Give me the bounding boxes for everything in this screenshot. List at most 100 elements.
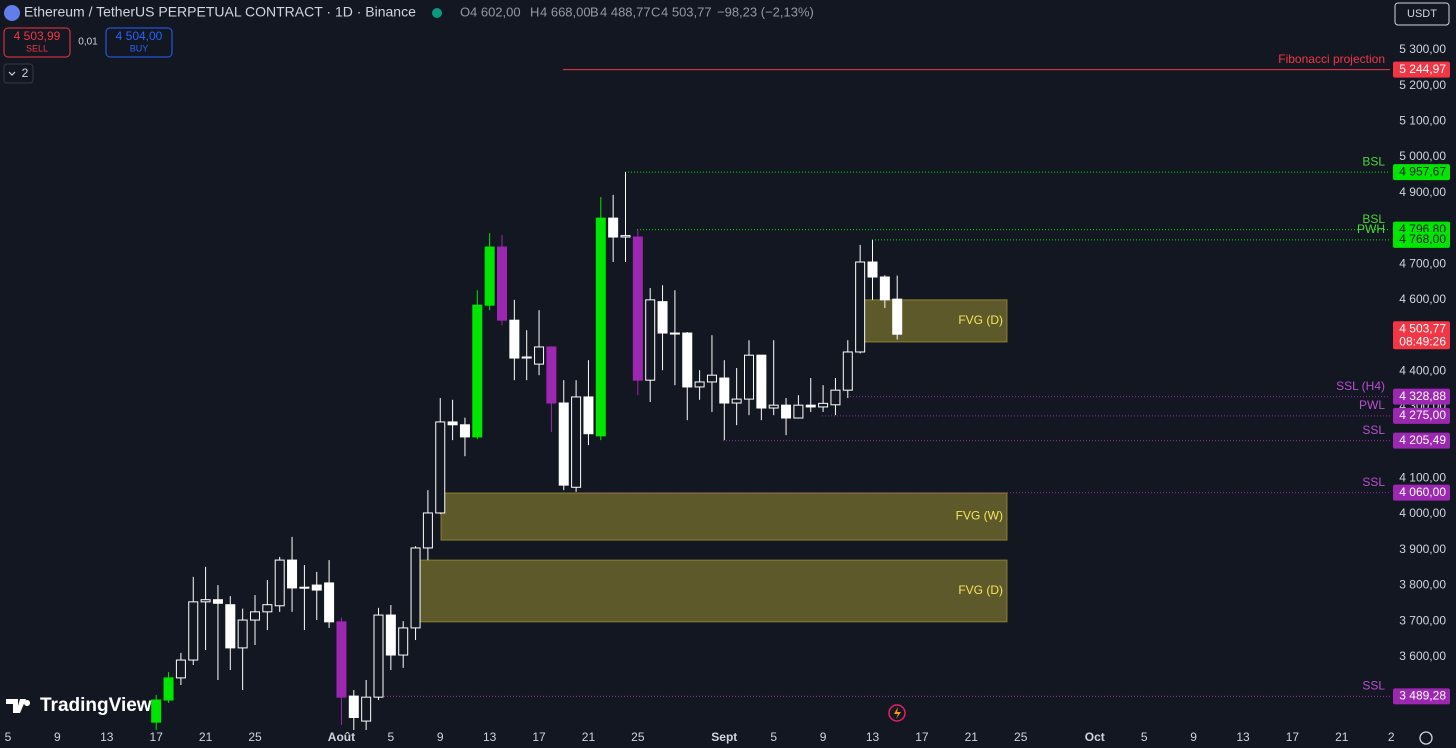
sell-price[interactable]: 4 503,99 xyxy=(14,29,61,43)
x-tick-label: 13 xyxy=(483,730,497,744)
currency-button[interactable]: USDT xyxy=(1394,2,1450,26)
buy-box[interactable] xyxy=(105,27,173,58)
currency-box[interactable] xyxy=(1394,2,1450,26)
candle-body xyxy=(324,582,335,623)
candle-body xyxy=(744,354,754,400)
candle-body xyxy=(756,354,767,409)
level-price-box xyxy=(1393,407,1450,424)
y-tick-label: 4 000,00 xyxy=(1399,506,1446,520)
x-tick-label: 17 xyxy=(150,730,164,744)
y-tick-label: 3 600,00 xyxy=(1399,649,1446,663)
x-tick-label: 2 xyxy=(1388,730,1395,744)
ohlc-value: 4 488,77 xyxy=(600,4,651,19)
candle-body xyxy=(657,301,668,334)
indicators-box[interactable] xyxy=(3,63,34,84)
candle-body xyxy=(583,396,594,435)
chevron[interactable] xyxy=(8,71,16,76)
level-price: 4 275,00 xyxy=(1399,408,1446,422)
level-label: SSL xyxy=(1362,423,1385,437)
candle-body xyxy=(509,319,520,359)
candle-body xyxy=(818,402,829,408)
candle-body xyxy=(373,614,384,698)
candle-body xyxy=(731,398,742,404)
sell-button[interactable]: 4 503,99 SELL xyxy=(3,27,71,58)
level-price-box xyxy=(1393,388,1450,405)
candle-body xyxy=(867,261,878,278)
sell-box[interactable] xyxy=(3,27,71,58)
event-bolt[interactable] xyxy=(894,707,901,719)
x-tick-label: 9 xyxy=(820,730,827,744)
buy-label[interactable]: BUY xyxy=(130,43,149,53)
candle-body xyxy=(151,699,162,723)
spread: 0,01 xyxy=(78,37,98,48)
y-tick-label: 4 600,00 xyxy=(1399,292,1446,306)
change: −98,23 (−2,13%) xyxy=(717,4,814,19)
x-tick-label: 25 xyxy=(1014,730,1028,744)
candle-body xyxy=(830,389,841,406)
event-icon[interactable] xyxy=(888,704,906,722)
level-price-box xyxy=(1393,484,1450,501)
candle-body xyxy=(237,619,248,649)
candle-body xyxy=(385,614,396,656)
candle-body xyxy=(311,584,322,591)
ohlc-value: 4 602,00 xyxy=(470,4,521,19)
level-label: PWL xyxy=(1359,398,1385,412)
level-price-box xyxy=(1393,432,1450,449)
settings-icon[interactable] xyxy=(1419,731,1433,745)
x-tick-label: Oct xyxy=(1085,730,1105,744)
candle-body xyxy=(620,235,631,238)
x-tick-label: 5 xyxy=(770,730,777,744)
level-price: 3 489,28 xyxy=(1399,689,1446,703)
x-tick-label: 9 xyxy=(437,730,444,744)
plot-area: FVG (D) FVG (W) FVG (D) xyxy=(151,69,1390,730)
candle-body xyxy=(336,621,347,698)
candle-body xyxy=(435,421,446,514)
y-tick-label: 5 100,00 xyxy=(1399,114,1446,128)
candle-body xyxy=(225,604,236,649)
symbol-title: Ethereum / TetherUS PERPETUAL CONTRACT ·… xyxy=(24,4,416,20)
overlay: Ethereum / TetherUS PERPETUAL CONTRACT ·… xyxy=(3,2,1450,745)
indicators-toggle[interactable]: 2 xyxy=(3,63,34,84)
candle-body xyxy=(669,332,680,335)
x-tick-label: 25 xyxy=(248,730,262,744)
level-price-box xyxy=(1393,231,1450,248)
x-tick-label: 17 xyxy=(915,730,929,744)
indicators-count[interactable]: 2 xyxy=(22,66,29,80)
y-tick-label: 4 100,00 xyxy=(1399,471,1446,485)
y-tick-label: 4 400,00 xyxy=(1399,363,1446,377)
x-tick-label: 13 xyxy=(100,730,114,744)
candle-body xyxy=(879,276,890,301)
candle-body xyxy=(299,586,310,589)
level-label: SSL (H4) xyxy=(1336,379,1385,393)
candle-body xyxy=(608,217,619,238)
x-tick-label: 21 xyxy=(1335,730,1349,744)
candle-body xyxy=(842,351,853,391)
candle-body xyxy=(348,695,359,719)
buy-price[interactable]: 4 504,00 xyxy=(116,29,163,43)
candle-body xyxy=(398,627,409,656)
currency[interactable]: USDT xyxy=(1407,8,1437,20)
candle-body xyxy=(546,346,557,404)
candle-body xyxy=(200,599,211,603)
x-tick-label: Août xyxy=(328,730,355,744)
candle-body xyxy=(892,298,903,335)
x-tick-label: 21 xyxy=(582,730,596,744)
candle-body xyxy=(175,659,186,679)
y-tick-label: 3 800,00 xyxy=(1399,578,1446,592)
current-price-box xyxy=(1393,321,1450,350)
fvg-label: FVG (D) xyxy=(958,313,1003,327)
candle-body xyxy=(768,404,779,409)
countdown: 08:49:26 xyxy=(1399,334,1446,348)
ohlc-value: 4 503,77 xyxy=(661,4,712,19)
candle-body xyxy=(459,424,470,438)
buy-button[interactable]: 4 504,00 BUY xyxy=(105,27,173,58)
candle-body xyxy=(682,332,693,388)
candle-body xyxy=(706,374,717,383)
level-price: 4 060,00 xyxy=(1399,485,1446,499)
x-tick-label: 21 xyxy=(199,730,213,744)
sell-label[interactable]: SELL xyxy=(26,43,48,53)
logo-text: TradingView xyxy=(40,695,152,716)
